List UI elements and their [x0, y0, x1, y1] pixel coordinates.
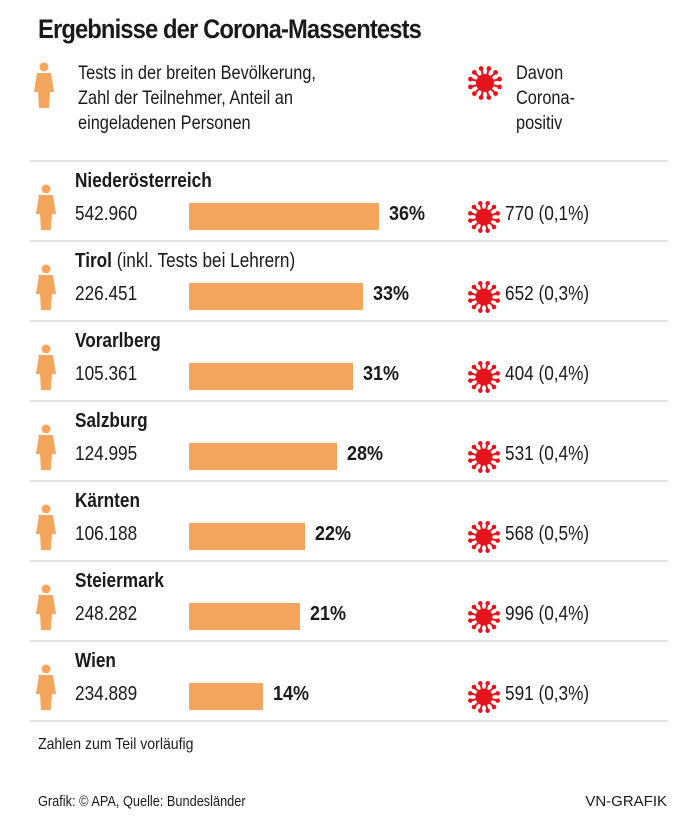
positive-count: 996 (0,4%) [505, 603, 590, 625]
person-icon [35, 424, 57, 477]
positive-count: 531 (0,4%) [505, 443, 590, 465]
source-credit: Grafik: © APA, Quelle: Bundesländer [38, 793, 246, 810]
bar-value-label: 36% [389, 203, 426, 225]
row-divider [30, 320, 668, 322]
participant-count: 542.960 [75, 203, 138, 225]
virus-icon [467, 520, 501, 559]
legend-tests-line: Tests in der breiten Bevölkerung, [78, 63, 316, 84]
person-icon [35, 344, 57, 397]
state-name-bold: Kärnten [75, 490, 140, 512]
participant-count: 248.282 [75, 603, 138, 625]
table-row: Tirol (inkl. Tests bei Lehrern) 226.451 33… [30, 242, 668, 320]
participant-count: 106.188 [75, 523, 138, 545]
bar-value-label: 22% [315, 523, 352, 545]
row-divider [30, 400, 668, 402]
row-divider [30, 720, 668, 722]
bar-value-label: 33% [373, 283, 410, 305]
row-divider [30, 560, 668, 562]
table-row: Kärnten 106.188 22% 568 (0,5%) [30, 482, 668, 560]
table-row: Salzburg 124.995 28% 531 (0,4%) [30, 402, 668, 480]
state-name: Niederösterreich [75, 170, 212, 193]
legend-positive-line: Davon [516, 63, 564, 84]
virus-icon [467, 600, 501, 639]
row-divider [30, 640, 668, 642]
table-row: Steiermark 248.282 21% 996 (0,4%) [30, 562, 668, 640]
person-icon [35, 664, 57, 717]
table-row: Wien 234.889 14% 591 (0,3%) [30, 642, 668, 720]
legend-positive-line: Corona- [516, 88, 576, 109]
state-name-bold: Steiermark [75, 570, 164, 592]
participant-count: 226.451 [75, 283, 138, 305]
bar-value-label: 31% [362, 363, 399, 385]
state-name: Kärnten [75, 490, 140, 513]
person-icon [35, 504, 57, 557]
state-name: Wien [75, 650, 116, 673]
brand-label: VN-GRAFIK [585, 793, 667, 810]
state-name-bold: Tirol [75, 250, 112, 272]
positive-count: 652 (0,3%) [505, 283, 590, 305]
person-icon [35, 264, 57, 317]
bar [189, 203, 380, 230]
row-divider [30, 480, 668, 482]
positive-count: 568 (0,5%) [505, 523, 590, 545]
bar [189, 683, 263, 710]
state-name: Salzburg [75, 410, 148, 433]
bar [189, 603, 300, 630]
state-name-bold: Vorarlberg [75, 330, 161, 352]
table-row: Vorarlberg 105.361 31% 404 (0,4%) [30, 322, 668, 400]
virus-icon [467, 680, 501, 719]
participant-count: 234.889 [75, 683, 138, 705]
bar [189, 363, 353, 390]
bar-value-label: 14% [272, 683, 309, 705]
state-name-bold: Salzburg [75, 410, 148, 432]
bar [189, 283, 364, 310]
state-rows: Niederösterreich 542.960 36% 770 (0,1%) Tiro… [30, 160, 668, 722]
person-icon [35, 184, 57, 237]
person-icon [35, 584, 57, 637]
row-divider [30, 160, 668, 162]
participant-count: 105.361 [75, 363, 138, 385]
legend-positive-text: Davon Corona- positiv [516, 61, 575, 136]
participant-count: 124.995 [75, 443, 138, 465]
person-icon [33, 62, 55, 115]
virus-icon [467, 200, 501, 239]
positive-count: 591 (0,3%) [505, 683, 590, 705]
bar-value-label: 28% [346, 443, 383, 465]
positive-count: 770 (0,1%) [505, 203, 590, 225]
state-name-bold: Niederösterreich [75, 170, 212, 192]
footnote: Zahlen zum Teil vorläufig [38, 736, 194, 753]
state-name-bold: Wien [75, 650, 116, 672]
legend-tests-line: eingeladenen Personen [78, 113, 251, 134]
bar [189, 523, 306, 550]
row-divider [30, 240, 668, 242]
positive-count: 404 (0,4%) [505, 363, 590, 385]
legend-positive-line: positiv [516, 113, 563, 134]
legend-tests-text: Tests in der breiten Bevölkerung, Zahl d… [78, 61, 316, 136]
table-row: Niederösterreich 542.960 36% 770 (0,1%) [30, 162, 668, 240]
virus-icon [467, 440, 501, 479]
virus-icon [467, 280, 501, 319]
bar-value-label: 21% [309, 603, 346, 625]
bar [189, 443, 337, 470]
virus-icon [467, 360, 501, 399]
state-name: Steiermark [75, 570, 164, 593]
legend-tests-line: Zahl der Teilnehmer, Anteil an [78, 88, 293, 109]
virus-icon [467, 65, 503, 106]
chart-title: Ergebnisse der Corona-Massentests [38, 14, 422, 44]
state-name: Vorarlberg [75, 330, 161, 353]
state-note: (inkl. Tests bei Lehrern) [116, 250, 296, 272]
state-name: Tirol (inkl. Tests bei Lehrern) [75, 250, 295, 273]
